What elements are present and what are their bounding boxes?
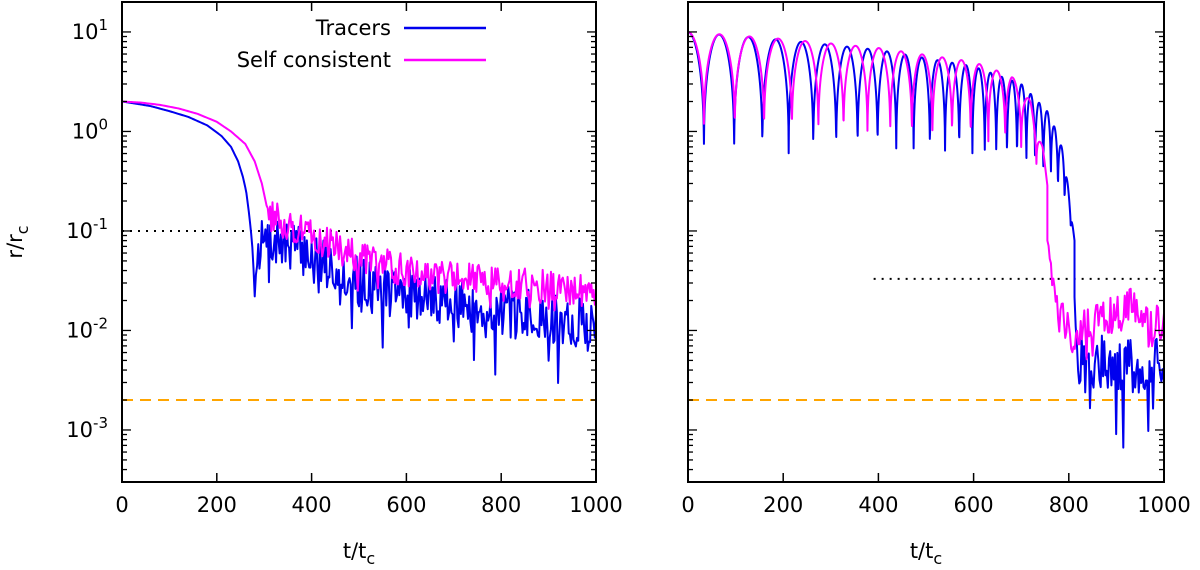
left-reference-lines xyxy=(122,229,596,402)
x-tick-label: 600 xyxy=(954,493,994,517)
y-axis-title-sub: c xyxy=(13,225,32,234)
left-series-group xyxy=(122,100,596,384)
y-tick-label: 101 xyxy=(72,16,108,44)
x-tick-label: 1000 xyxy=(569,493,622,517)
left-x-axis-title-sub: c xyxy=(366,549,375,568)
y-tick-label: 10-2 xyxy=(66,314,108,342)
right-series-group xyxy=(688,30,1164,449)
x-tick-label: 400 xyxy=(858,493,898,517)
svg-text:r/rc: r/rc xyxy=(3,225,32,258)
left-plot-frame xyxy=(121,1,597,483)
x-tick-label: 800 xyxy=(481,493,521,517)
series-line-tracers xyxy=(688,30,1164,449)
legend-label-self-consistent: Self consistent xyxy=(237,48,391,72)
x-tick-label: 0 xyxy=(115,493,128,517)
right-x-axis-title-main: t/t xyxy=(910,539,934,563)
left-x-axis-title: t/tc xyxy=(343,539,375,568)
x-tick-label: 800 xyxy=(1049,493,1089,517)
x-tick-label: 200 xyxy=(197,493,237,517)
x-tick-label: 600 xyxy=(386,493,426,517)
y-axis-title: r/rc xyxy=(3,225,32,258)
series-line-self-consistent xyxy=(122,100,596,312)
y-tick-label: 10-1 xyxy=(66,215,108,243)
x-tick-label: 400 xyxy=(292,493,332,517)
x-tick-label: 0 xyxy=(681,493,694,517)
right-panel: 0 200 400 600 800 1000 t/tc xyxy=(681,1,1191,568)
x-tick-label: 1000 xyxy=(1137,493,1190,517)
y-tick-label: 10-3 xyxy=(66,414,108,442)
right-x-axis-title-sub: c xyxy=(933,549,942,568)
y-axis-title-main: r/r xyxy=(3,234,27,259)
x-tick-label: 200 xyxy=(763,493,803,517)
right-plot-frame xyxy=(687,1,1165,483)
left-panel: 0 200 400 600 800 1000 101 100 10-1 10-2 10-3 Tra… xyxy=(3,1,623,568)
legend-label-tracers: Tracers xyxy=(315,16,391,40)
y-tick-label: 100 xyxy=(72,115,108,143)
right-ticks xyxy=(687,1,1165,483)
right-reference-lines xyxy=(688,277,1164,402)
left-ticks xyxy=(121,1,597,483)
left-y-tick-labels: 101 100 10-1 10-2 10-3 xyxy=(66,16,108,442)
right-x-tick-labels: 0 200 400 600 800 1000 xyxy=(681,493,1190,517)
left-x-tick-labels: 0 200 400 600 800 1000 xyxy=(115,493,622,517)
series-line-tracers xyxy=(122,100,596,384)
left-x-axis-title-main: t/t xyxy=(343,539,367,563)
right-x-axis-title: t/tc xyxy=(910,539,942,568)
series-line-self-consistent xyxy=(688,30,1164,361)
legend: Tracers Self consistent xyxy=(237,16,486,72)
